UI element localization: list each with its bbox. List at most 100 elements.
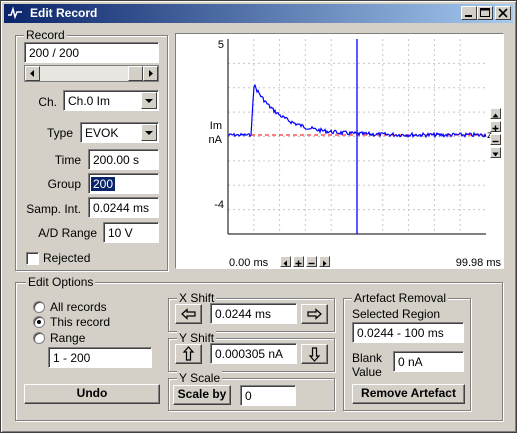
range-label: Range (50, 331, 86, 345)
scroll-right-button[interactable] (143, 66, 158, 81)
arrow-down-icon (308, 347, 321, 362)
time-label: Time (54, 153, 81, 167)
arrow-right-icon (307, 308, 322, 320)
y-zoom-out-button[interactable] (490, 134, 501, 145)
scale-by-button[interactable]: Scale by (173, 385, 231, 405)
rejected-checkbox[interactable] (26, 252, 39, 265)
x-zoom-in-button[interactable] (293, 256, 304, 267)
triangle-up-icon (492, 113, 499, 118)
y-scale-label: Y Scale (177, 371, 223, 385)
y-shift-up-button[interactable] (175, 344, 202, 364)
plus-icon (295, 260, 302, 267)
all-records-label: All records (50, 300, 107, 314)
record-scrollbar[interactable] (24, 65, 159, 82)
chevron-down-icon (145, 99, 153, 103)
y-scale-field[interactable]: 0 (240, 385, 296, 406)
type-select-value: EVOK (85, 126, 119, 140)
window-title: Edit Record (30, 6, 98, 20)
channel-dropdown-button[interactable] (141, 92, 157, 109)
arrow-up-icon (182, 346, 195, 361)
x-shift-group: X Shift (168, 291, 335, 332)
plus-icon (492, 125, 499, 132)
minimize-icon (465, 15, 472, 17)
y-shift-down-button[interactable] (301, 344, 328, 364)
x-zoom-out-button[interactable] (306, 256, 317, 267)
y-scroll-up-button[interactable] (490, 108, 501, 119)
selected-region-label: Selected Region (352, 307, 441, 321)
channel-units-label: nA (209, 134, 223, 146)
maximize-button[interactable] (477, 6, 493, 20)
close-icon (498, 8, 508, 18)
x-shift-field[interactable]: 0.0244 ms (210, 303, 297, 324)
range-radio[interactable] (33, 332, 45, 344)
ad-range-field[interactable]: 10 V (103, 222, 159, 243)
y-max-label: 5 (218, 39, 224, 51)
y-shift-field[interactable]: 0.000305 nA (210, 343, 297, 364)
triangle-left-icon (30, 70, 34, 77)
maximize-icon (480, 8, 490, 17)
selected-region-field[interactable]: 0.0244 - 100 ms (352, 322, 464, 343)
channel-name-label: Im (210, 120, 222, 132)
x-start-label: 0.00 ms (229, 257, 269, 268)
undo-button[interactable]: Undo (24, 384, 160, 404)
arrow-left-icon (181, 308, 196, 320)
blank-label-line2: Value (352, 365, 382, 379)
this-record-label: This record (50, 315, 111, 329)
edit-options-label: Edit Options (26, 275, 96, 289)
scroll-left-button[interactable] (25, 66, 40, 81)
type-select[interactable]: EVOK (80, 122, 159, 143)
group-field[interactable]: 200 (88, 173, 159, 194)
app-icon (7, 6, 23, 20)
time-field[interactable]: 200.00 s (88, 149, 159, 170)
x-scroll-right-button[interactable] (319, 256, 330, 267)
scroll-thumb[interactable] (128, 66, 143, 81)
rejected-label: Rejected (43, 251, 91, 265)
samp-int-field[interactable]: 0.0244 ms (88, 197, 159, 218)
type-dropdown-button[interactable] (141, 124, 157, 141)
artefact-removal-label: Artefact Removal (352, 291, 449, 305)
y-shift-group: Y Shift (168, 331, 335, 372)
edit-options-group: Edit Options (15, 275, 503, 421)
artefact-removal-group: Artefact Removal (343, 291, 471, 411)
channel-select[interactable]: Ch.0 Im (63, 90, 159, 111)
this-record-radio[interactable] (33, 316, 45, 328)
blank-label-line1: Blank (352, 351, 383, 365)
triangle-right-icon (323, 260, 327, 267)
y-scale-group: Y Scale (168, 371, 335, 411)
range-field[interactable]: 1 - 200 (48, 347, 152, 368)
type-label: Type (46, 126, 73, 140)
triangle-right-icon (149, 70, 153, 77)
minus-icon (308, 262, 315, 265)
minimize-button[interactable] (461, 6, 477, 20)
x-shift-left-button[interactable] (175, 304, 202, 324)
trace-plot[interactable]: 5 -4 Im nA z 0.00 ms 99.98 ms (176, 34, 503, 268)
plot-grid (228, 39, 486, 234)
x-end-label: 99.98 ms (456, 257, 502, 268)
triangle-left-icon (283, 260, 287, 267)
record-group-label: Record (24, 28, 67, 42)
chevron-down-icon (145, 131, 153, 135)
remove-artefact-button[interactable]: Remove Artefact (352, 384, 465, 404)
title-bar[interactable]: Edit Record (4, 4, 513, 23)
x-shift-label: X Shift (177, 291, 217, 305)
triangle-down-icon (492, 152, 499, 157)
ad-range-label: A/D Range (38, 226, 97, 240)
minus-icon (492, 140, 499, 143)
record-number-field[interactable]: 200 / 200 (24, 42, 159, 63)
trace-display[interactable]: 5 -4 Im nA z 0.00 ms 99.98 ms (175, 33, 504, 269)
record-group: Record (15, 28, 168, 271)
close-button[interactable] (495, 6, 511, 20)
channel-label: Ch. (38, 95, 57, 109)
x-shift-right-button[interactable] (301, 304, 328, 324)
y-shift-label: Y Shift (177, 331, 217, 345)
y-zoom-in-button[interactable] (490, 121, 501, 132)
zero-level-marker[interactable]: z (487, 130, 492, 141)
all-records-radio[interactable] (33, 301, 45, 313)
y-min-label: -4 (214, 199, 224, 211)
blank-value-field[interactable]: 0 nA (393, 351, 464, 372)
samp-int-label: Samp. Int. (26, 202, 81, 216)
x-scroll-left-button[interactable] (280, 256, 291, 267)
y-scroll-down-button[interactable] (490, 147, 501, 158)
channel-select-value: Ch.0 Im (68, 94, 111, 108)
